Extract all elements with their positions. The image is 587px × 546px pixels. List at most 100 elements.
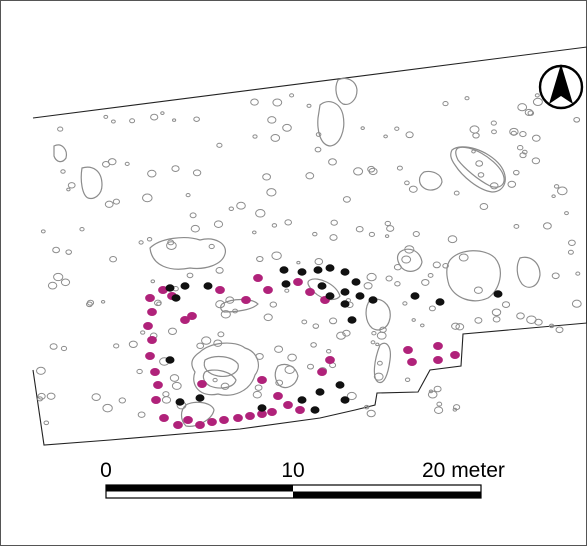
small-feature [379,326,387,333]
small-feature [284,219,293,226]
small-feature [252,230,257,235]
small-feature [269,301,277,308]
small-feature [376,331,387,340]
small-feature [138,240,144,245]
magenta-posthole [433,341,443,351]
small-feature [475,160,484,167]
small-feature [433,385,442,393]
large-feature [203,355,239,377]
small-feature [513,169,520,176]
small-feature [477,172,485,178]
small-feature [37,392,46,400]
small-feature [252,390,262,399]
small-feature [473,286,483,294]
small-feature [128,340,138,348]
black-posthole [347,316,357,324]
small-feature [103,114,109,119]
small-feature [384,234,390,238]
small-feature [213,339,223,347]
small-feature [396,165,403,171]
small-feature [513,223,520,229]
small-feature [284,365,295,374]
large-feature [335,77,358,105]
small-feature [147,169,157,178]
small-feature [167,239,175,246]
black-posthole [165,284,175,292]
small-feature [524,108,534,116]
small-feature [232,308,239,314]
small-feature [171,165,180,172]
magenta-posthole [253,273,263,283]
large-features [53,77,541,427]
magenta-posthole [403,345,413,355]
large-feature [202,369,237,389]
small-feature [436,401,443,407]
small-feature [548,323,555,329]
small-feature [266,188,277,197]
small-feature [490,120,497,126]
small-feature [346,391,357,401]
black-posthole [325,264,335,272]
small-feature [383,134,388,139]
scale-label-mid: 10 [281,459,304,482]
black-posthole [325,292,335,300]
small-feature [564,211,569,216]
small-feature [427,272,434,278]
large-feature [191,342,259,396]
small-feature [342,196,351,203]
black-posthole [297,396,307,404]
small-feature [111,119,116,124]
small-feature [301,319,308,325]
small-feature [112,198,121,205]
small-feature [91,393,101,401]
small-feature [385,275,393,282]
small-feature [129,118,136,124]
small-feature [394,281,401,287]
small-feature [225,296,235,304]
small-feature [274,345,284,353]
small-feature [366,272,377,282]
black-posthole [317,282,327,290]
small-feature [375,342,380,347]
black-posthole [175,398,185,406]
small-feature [428,305,436,312]
large-feature [418,170,443,191]
small-feature [394,126,400,131]
magenta-posthole [159,413,169,423]
small-features [36,93,582,426]
small-feature [543,222,552,230]
small-feature [393,263,402,271]
small-feature [377,360,383,366]
small-feature [364,404,370,410]
small-feature [267,116,277,124]
small-feature [53,272,64,282]
magenta-posthole [183,415,193,425]
small-feature [553,184,560,189]
small-feature [532,97,543,107]
small-feature [109,255,117,263]
magenta-posthole [267,407,277,417]
small-feature [427,390,438,399]
small-feature [193,116,200,122]
magenta-posthole [147,335,157,345]
small-feature [208,243,215,250]
magenta-posthole [293,277,303,287]
small-feature [491,129,497,135]
black-posthole [351,278,361,286]
small-feature [201,336,212,345]
black-posthole [281,280,291,288]
small-feature [516,312,525,320]
black-posthole [171,294,181,302]
small-feature [150,279,156,284]
small-feature [142,193,153,203]
small-feature [255,209,266,218]
black-posthole [368,296,378,304]
magenta-posthole [450,350,460,360]
small-feature [412,231,420,237]
small-feature [255,352,264,360]
black-posthole [165,356,175,364]
small-feature [192,169,202,177]
magenta-posthole [433,355,443,365]
small-feature [368,231,375,237]
small-feature [79,227,85,232]
